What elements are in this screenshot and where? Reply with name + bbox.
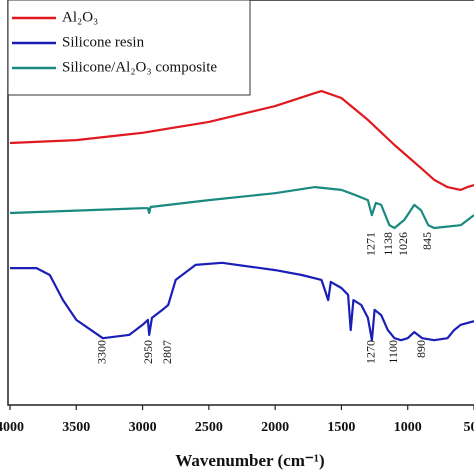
- x-tick-label: 3500: [62, 420, 90, 435]
- peak-label: 3300: [95, 340, 109, 364]
- legend-label: Al₂O₃: [62, 9, 98, 25]
- peak-label: 1026: [396, 232, 410, 256]
- peak-label: 890: [414, 340, 428, 358]
- plot-frame: [7, 0, 474, 406]
- peak-label: 1138: [381, 232, 395, 256]
- spectrum-line: [9, 186, 474, 230]
- spectrum-line: [9, 90, 474, 191]
- x-tick-label: 1000: [394, 420, 422, 435]
- x-tick-label: 2500: [195, 420, 223, 435]
- spectrum-line: [10, 261, 474, 342]
- legend-label: Silicone resin: [62, 34, 145, 50]
- peak-label: 2807: [160, 340, 174, 364]
- x-tick-label: 4000: [0, 420, 24, 435]
- peak-label: 1271: [364, 232, 378, 256]
- legend-box: [7, 0, 251, 96]
- x-tick-label: 500: [464, 420, 474, 435]
- x-tick-label: 1500: [327, 420, 355, 435]
- peak-label: 1270: [364, 340, 378, 364]
- peak-label: 2950: [141, 340, 155, 364]
- peak-label: 1100: [386, 340, 400, 364]
- legend-label: Silicone/Al₂O₃ composite: [62, 59, 217, 75]
- x-tick-label: 2000: [261, 420, 289, 435]
- peak-label: 845: [420, 232, 434, 250]
- x-tick-label: 3000: [129, 420, 157, 435]
- x-axis-title: Wavenumber (cm⁻¹): [175, 451, 324, 470]
